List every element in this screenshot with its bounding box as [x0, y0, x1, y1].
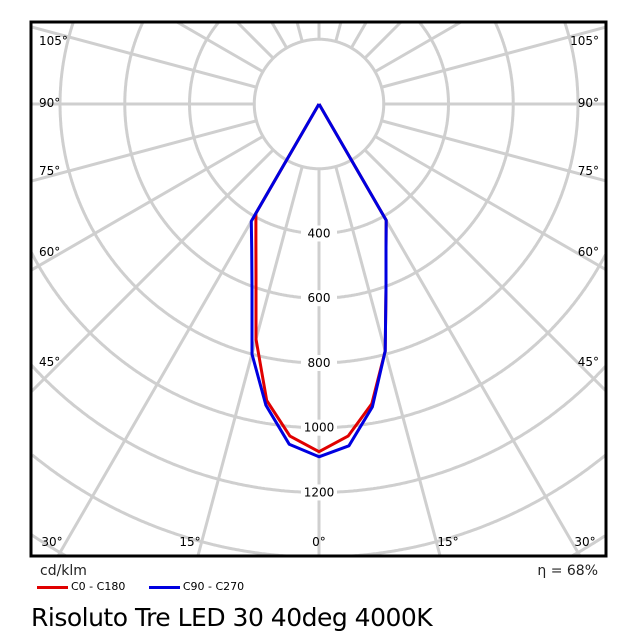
radial-gridline	[31, 364, 606, 494]
radial-gridline	[58, 22, 580, 365]
legend-label: C0 - C180	[71, 580, 126, 593]
angle-gridline	[270, 22, 288, 49]
radial-gridline	[31, 533, 606, 556]
series-c90-c270	[249, 103, 388, 459]
angle-label: 75°	[39, 164, 61, 178]
radial-tick-label: 1200	[304, 485, 335, 499]
angle-gridline	[31, 135, 264, 272]
angle-label: 105°	[570, 34, 599, 48]
angle-label: 60°	[39, 245, 61, 259]
radial-gridline	[188, 22, 450, 235]
angle-gridline	[196, 166, 304, 556]
chart-frame	[29, 20, 608, 558]
angle-label: 90°	[39, 96, 61, 110]
angle-label: 105°	[39, 34, 68, 48]
angle-label: 0°	[312, 535, 326, 549]
angle-gridline	[31, 148, 275, 394]
angle-label: 15°	[179, 535, 201, 549]
angle-gridline	[334, 166, 442, 556]
chart-title: Risoluto Tre LED 30 40deg 4000K	[31, 603, 433, 632]
radial-gridline	[31, 453, 606, 556]
angle-gridline	[235, 22, 275, 60]
legend-label: C90 - C270	[182, 580, 245, 593]
radial-tick-label: 800	[308, 356, 331, 370]
legend-item-c90-c270: C90 - C270	[148, 580, 245, 593]
angle-label: 30°	[574, 535, 596, 549]
angle-label: 15°	[437, 535, 459, 549]
angle-gridline	[350, 159, 582, 556]
angle-gridline	[363, 148, 606, 393]
polar-chart: 400 600 800 1000 1200	[29, 20, 608, 558]
angle-gridline	[374, 22, 462, 73]
unit-label: cd/klm	[40, 563, 87, 579]
angle-gridline	[295, 22, 304, 42]
angle-label: 30°	[41, 535, 63, 549]
angle-gridline	[374, 135, 606, 271]
angle-gridline	[350, 22, 368, 49]
angle-label: 60°	[577, 245, 599, 259]
angle-gridline	[176, 22, 264, 73]
angle-label: 45°	[577, 355, 599, 369]
angle-label: 90°	[577, 96, 599, 110]
efficiency-label: η = 68%	[537, 563, 598, 579]
angle-gridline	[56, 159, 288, 556]
legend-item-c0-c180: C0 - C180	[37, 580, 125, 593]
legend: C0 - C180 C90 - C270	[37, 580, 244, 593]
angle-gridline	[334, 22, 343, 42]
radial-tick-label: 400	[308, 226, 331, 240]
angle-label: 45°	[39, 355, 61, 369]
radial-gridline	[252, 37, 386, 171]
angle-gridline	[363, 22, 403, 60]
radial-tick-label: 1000	[304, 421, 335, 435]
radial-tick-label: 600	[308, 291, 331, 305]
angle-label: 75°	[577, 164, 599, 178]
radial-gridline	[31, 251, 606, 430]
